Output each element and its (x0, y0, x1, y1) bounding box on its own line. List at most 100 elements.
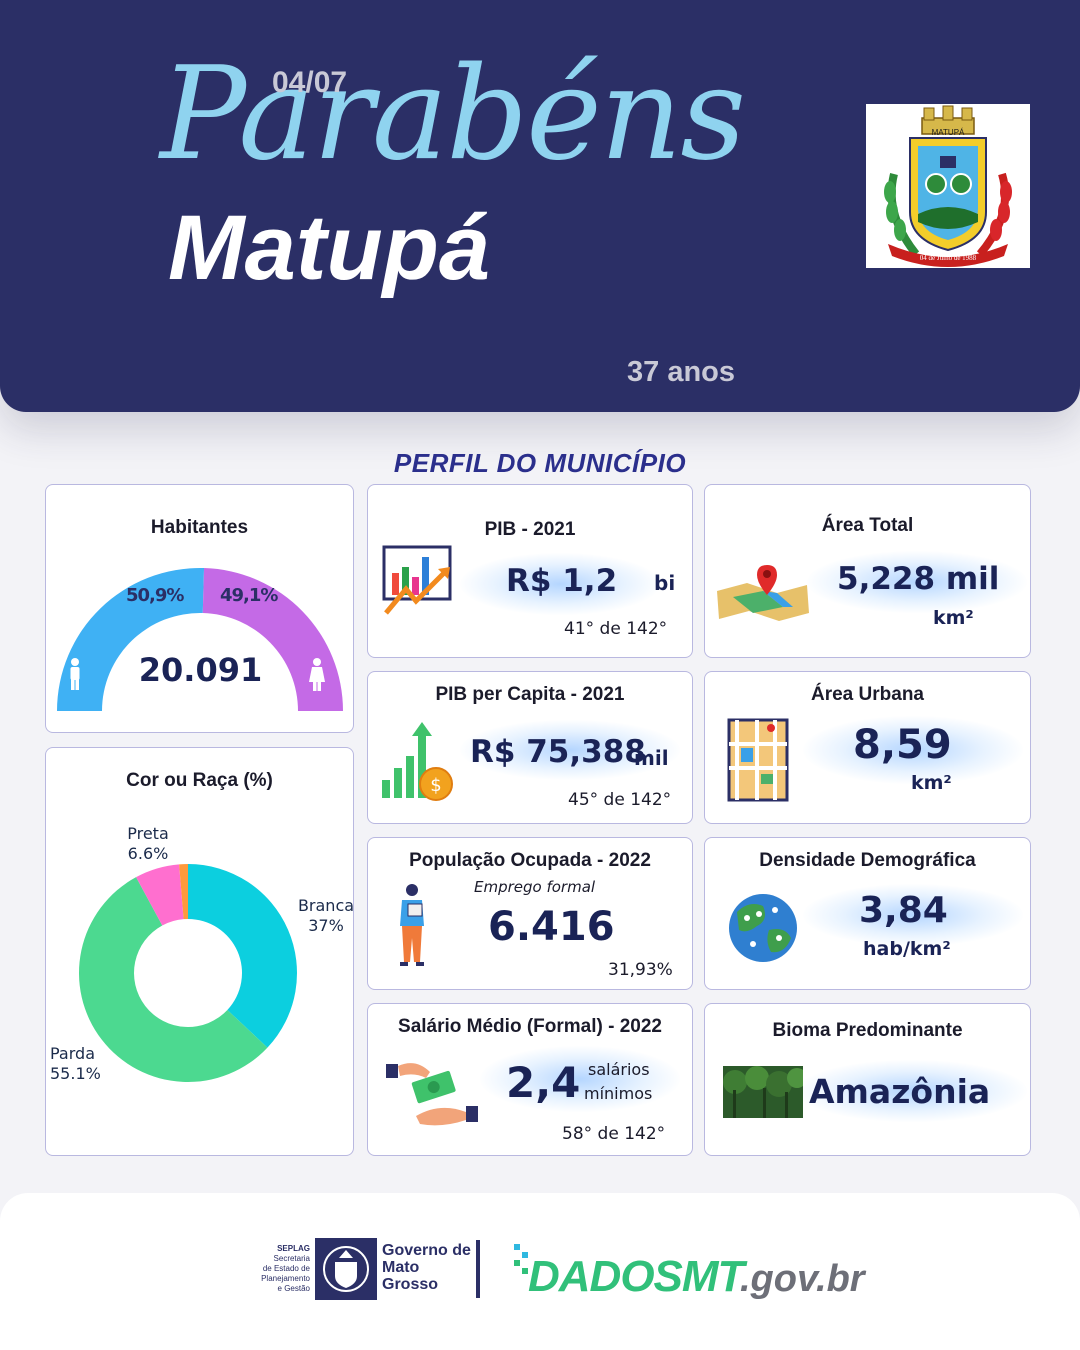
card-pib-capita: PIB per Capita - 2021 $ R$ 75,388 mil 45… (367, 671, 693, 824)
card-habitantes: Habitantes 50,9% 49,1% 20.091 (45, 484, 354, 733)
crest-name-text: MATUPÁ (932, 128, 965, 137)
gender-gauge (57, 568, 343, 711)
label-parda: Parda 55.1% (46, 1044, 102, 1084)
densidade-value: 3,84 (859, 890, 948, 931)
seplag-line: de Estado de (262, 1264, 310, 1273)
card-title: PIB per Capita - 2021 (435, 684, 625, 705)
greeting-script: Parabéns (160, 40, 746, 189)
value-glow (460, 553, 660, 615)
population-total: 20.091 (138, 651, 263, 689)
label-branca-value: 37% (308, 916, 344, 935)
pib-capita-unit: mil (634, 746, 669, 770)
mato-grosso-seal (315, 1238, 377, 1300)
card-pib: PIB - 2021 R$ 1,2 bi 41° de 142° (367, 484, 693, 658)
race-donut-chart (78, 864, 297, 1082)
pib-capita-value: R$ 75,388 (470, 734, 646, 770)
densidade-unit: hab/km² (863, 938, 951, 960)
seplag-line: e Gestão (277, 1284, 310, 1293)
globe-people-icon (729, 894, 797, 962)
card-title: Cor ou Raça (%) (126, 770, 273, 791)
dadosmt-logo: DADOSMT (528, 1252, 744, 1301)
card-salario-medio: Salário Médio (Formal) - 2022 2,4 salári… (367, 1003, 693, 1156)
pib-rank: 41° de 142° (564, 619, 668, 639)
city-map-icon (727, 718, 789, 802)
card-bioma: Bioma Predominante Amazônia (704, 1003, 1031, 1156)
years-count: 37 anos (627, 356, 735, 388)
donut-slice-branca (188, 864, 297, 1048)
donut-slice-preta (136, 864, 184, 926)
label-preta-value: 6.6% (127, 844, 169, 863)
area-urbana-unit: km² (911, 772, 952, 794)
value-glow (803, 884, 1023, 946)
growth-chart-icon (382, 545, 452, 615)
seplag-acronym: SEPLAG (277, 1244, 310, 1253)
governo-line: Mato (382, 1259, 420, 1276)
card-title: Área Total (821, 515, 914, 536)
footer-divider (476, 1240, 480, 1298)
card-densidade: Densidade Demográfica 3,84 hab/km² (704, 837, 1031, 990)
salario-unit-line2: mínimos (584, 1084, 653, 1103)
populacao-pct: 31,93% (608, 960, 673, 980)
pib-capita-rank: 45° de 142° (568, 790, 672, 810)
card-title: Bioma Predominante (772, 1020, 963, 1041)
male-percentage: 50,9% (126, 585, 184, 606)
seplag-text: SEPLAG Secretaria de Estado de Planejame… (240, 1244, 310, 1294)
salario-value: 2,4 (506, 1058, 581, 1107)
card-title: Salário Médio (Formal) - 2022 (398, 1016, 662, 1037)
area-total-value: 5,228 mil (837, 561, 1000, 597)
card-title: Habitantes (150, 517, 249, 538)
area-total-unit: km² (933, 607, 974, 629)
label-branca: Branca 37% (288, 896, 364, 936)
salario-unit-line1: salários (588, 1060, 650, 1079)
donut-slice-parda (78, 877, 268, 1082)
seplag-line: Secretaria (273, 1254, 310, 1263)
governo-line: Grosso (382, 1276, 439, 1293)
map-pin-icon (717, 565, 809, 621)
label-parda-name: Parda (50, 1044, 95, 1063)
female-icon (309, 658, 325, 691)
footer (0, 1193, 1080, 1350)
female-percentage: 49,1% (220, 585, 278, 606)
municipal-coat-of-arms: MATUPÁ 04 de Julho de 1988 (866, 104, 1030, 268)
worker-person-icon (400, 884, 424, 966)
card-area-urbana: Área Urbana 8,59 km² (704, 671, 1031, 824)
money-hands-icon (386, 1063, 478, 1126)
anniversary-date: 04/07 (272, 66, 348, 99)
card-title: Densidade Demográfica (759, 850, 976, 871)
svg-text:$: $ (430, 775, 441, 796)
gauge-male-arc (57, 568, 205, 711)
pib-unit: bi (654, 571, 676, 595)
label-branca-name: Branca (297, 896, 355, 915)
label-preta-name: Preta (127, 824, 169, 843)
value-glow (803, 716, 1023, 784)
money-growth-icon: $ (382, 722, 453, 801)
donut-slice-outros (179, 864, 188, 920)
governo-line: Governo de (382, 1242, 471, 1259)
governo-text: Governo de Mato Grosso (382, 1242, 471, 1293)
value-glow (807, 551, 1027, 613)
card-title: PIB - 2021 (484, 519, 576, 540)
gauge-female-arc (202, 568, 343, 711)
card-title: População Ocupada - 2022 (409, 850, 651, 871)
populacao-subtitle: Emprego formal (474, 878, 596, 896)
salario-rank: 58° de 142° (562, 1124, 666, 1144)
card-populacao-ocupada: População Ocupada - 2022 Emprego formal … (367, 837, 693, 990)
label-parda-value: 55.1% (50, 1064, 101, 1083)
card-area-total: Área Total 5,228 mil km² (704, 484, 1031, 658)
value-glow (480, 1046, 680, 1112)
govbr-text: .gov.br (740, 1258, 865, 1300)
populacao-value: 6.416 (488, 904, 615, 950)
pib-value: R$ 1,2 (506, 563, 618, 599)
dados-pixel-icon (514, 1244, 528, 1274)
male-icon (70, 658, 80, 690)
area-urbana-value: 8,59 (853, 722, 952, 768)
seplag-line: Planejamento (261, 1274, 310, 1283)
card-title: Área Urbana (811, 684, 924, 705)
label-preta: Preta 6.6% (110, 824, 186, 864)
section-title: PERFIL DO MUNICÍPIO (393, 448, 687, 478)
card-cor-raca: Cor ou Raça (%) Preta 6.6% Branca 37% Pa… (45, 747, 354, 1156)
value-glow (460, 720, 680, 780)
crest-date-text: 04 de Julho de 1988 (920, 254, 977, 262)
bioma-value: Amazônia (809, 1072, 991, 1111)
value-glow (797, 1060, 1027, 1122)
